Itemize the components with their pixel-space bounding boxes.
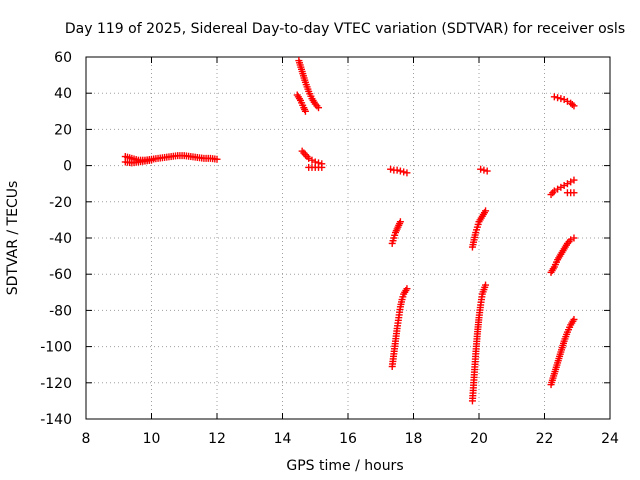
- data-point: [477, 165, 485, 173]
- chart-title: Day 119 of 2025, Sidereal Day-to-day VTE…: [65, 21, 625, 37]
- data-point: [550, 93, 558, 101]
- y-tick-label: 20: [54, 122, 72, 138]
- data-point: [570, 189, 578, 197]
- data-point: [482, 281, 490, 289]
- y-tick-label: -40: [49, 231, 72, 247]
- x-tick-label: 12: [208, 431, 226, 447]
- data-point: [483, 167, 491, 175]
- x-tick-label: 20: [470, 431, 488, 447]
- data-point: [400, 168, 408, 176]
- data-point: [480, 166, 488, 174]
- data-point: [403, 285, 411, 293]
- data-point: [568, 101, 576, 109]
- x-tick-label: 10: [143, 431, 161, 447]
- data-point: [403, 169, 411, 177]
- y-tick-label: 0: [63, 159, 72, 175]
- y-tick-label: -60: [49, 267, 72, 283]
- data-point: [570, 176, 578, 184]
- data-point: [482, 207, 490, 215]
- data-point: [570, 102, 578, 110]
- data-point: [554, 94, 562, 102]
- data-point: [318, 163, 326, 171]
- x-tick-label: 22: [536, 431, 554, 447]
- y-axis-label: SDTVAR / TECUs: [5, 181, 21, 296]
- x-tick-label: 24: [601, 431, 619, 447]
- y-tick-label: -20: [49, 195, 72, 211]
- data-point: [570, 234, 578, 242]
- data-point: [148, 156, 155, 164]
- data-point: [393, 166, 401, 174]
- x-axis-label: GPS time / hours: [286, 458, 403, 474]
- data-point: [557, 95, 565, 103]
- data-point: [396, 218, 404, 226]
- y-tick-label: -140: [40, 412, 72, 428]
- y-tick-label: -80: [49, 303, 72, 319]
- data-point: [396, 167, 404, 175]
- x-tick-label: 8: [82, 431, 91, 447]
- x-tick-label: 18: [405, 431, 423, 447]
- data-point: [301, 107, 309, 115]
- x-tick-label: 14: [274, 431, 292, 447]
- data-point: [570, 315, 578, 323]
- data-point: [213, 155, 221, 163]
- data-point: [315, 104, 323, 112]
- x-tick-label: 16: [339, 431, 357, 447]
- x-axis: 8 10 12 14 16 18 20 22 24: [82, 57, 619, 447]
- y-axis: -140 -120 -100 -80 -60 -40 -20 0 20 40 60: [40, 50, 610, 428]
- y-tick-label: 40: [54, 86, 72, 102]
- data-points: [121, 57, 578, 405]
- y-tick-label: 60: [54, 50, 72, 66]
- data-point: [387, 165, 395, 173]
- y-tick-label: -100: [40, 340, 72, 356]
- grid-lines: [86, 57, 610, 419]
- y-tick-label: -120: [40, 376, 72, 392]
